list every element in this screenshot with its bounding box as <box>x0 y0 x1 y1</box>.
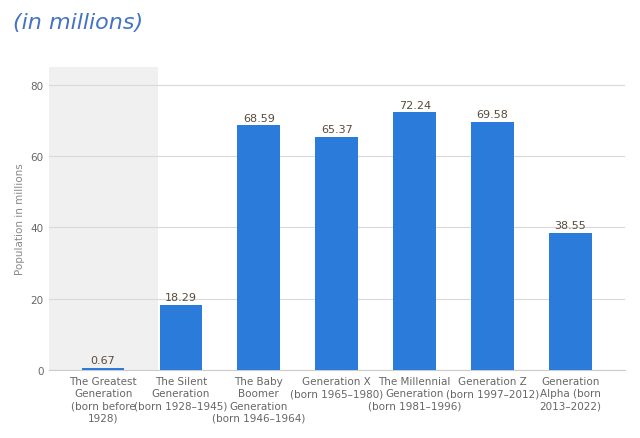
Text: 18.29: 18.29 <box>165 293 197 303</box>
Text: 69.58: 69.58 <box>477 110 509 120</box>
Bar <box>237 126 280 371</box>
Bar <box>549 233 592 371</box>
Text: (in millions): (in millions) <box>13 13 143 33</box>
Bar <box>316 138 358 371</box>
Bar <box>82 368 125 371</box>
Bar <box>471 123 514 371</box>
Text: 68.59: 68.59 <box>243 113 275 124</box>
Text: 38.55: 38.55 <box>555 221 586 230</box>
Text: 0.67: 0.67 <box>91 356 115 366</box>
Text: 72.24: 72.24 <box>399 100 431 110</box>
Y-axis label: Population in millions: Population in millions <box>15 163 25 275</box>
Bar <box>393 113 436 371</box>
Bar <box>49 67 157 371</box>
Bar <box>159 305 202 371</box>
Text: 65.37: 65.37 <box>321 125 353 135</box>
